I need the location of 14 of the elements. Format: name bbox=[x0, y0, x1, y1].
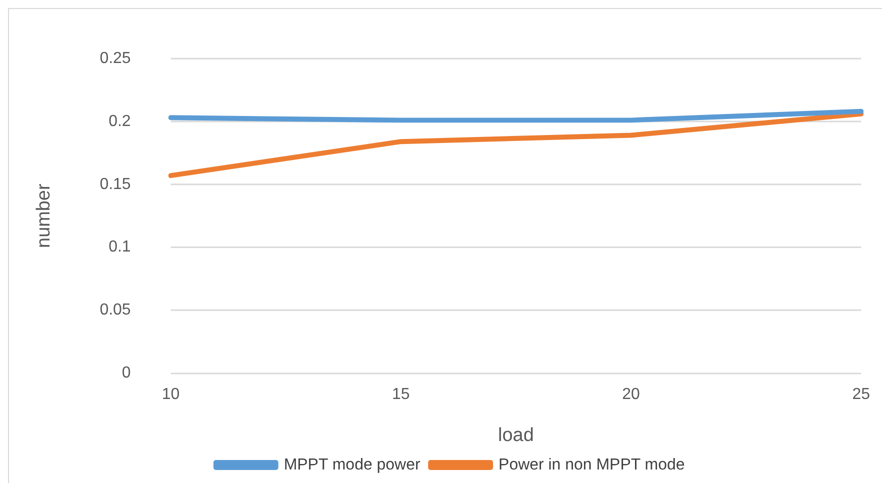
y-tick-label: 0.05 bbox=[100, 302, 131, 319]
legend-label: MPPT mode power bbox=[284, 456, 421, 474]
y-tick-label: 0.1 bbox=[108, 238, 131, 256]
x-tick-label: 15 bbox=[392, 386, 410, 404]
y-tick-label: 0.2 bbox=[108, 112, 131, 130]
y-tick-label: 0.25 bbox=[100, 50, 131, 67]
x-tick-label: 10 bbox=[162, 386, 180, 404]
x-axis-title: load bbox=[498, 424, 534, 446]
y-tick-label: 0 bbox=[122, 364, 131, 382]
y-tick-label: 0.15 bbox=[100, 176, 131, 193]
x-tick-label: 25 bbox=[852, 386, 870, 404]
legend-label: Power in non MPPT mode bbox=[498, 456, 685, 474]
x-tick-label: 20 bbox=[622, 386, 640, 404]
y-axis-title: number bbox=[34, 184, 55, 248]
